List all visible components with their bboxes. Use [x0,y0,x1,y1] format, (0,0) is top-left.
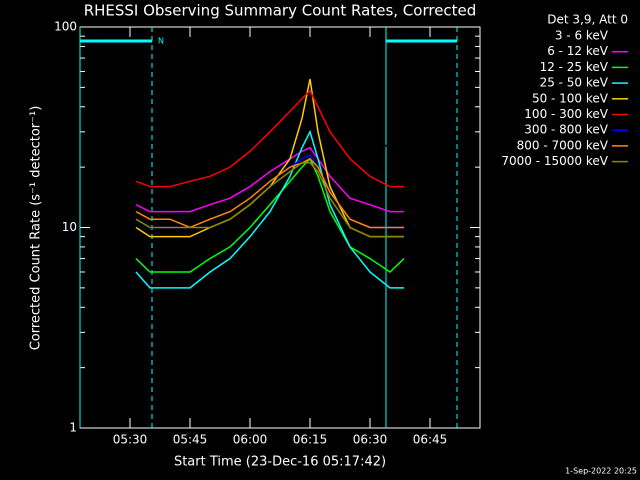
x-tick-label: 06:00 [233,433,268,447]
legend-label: 50 - 100 keV [532,91,609,105]
y-tick-label: 100 [54,20,77,34]
x-tick-label: 05:30 [113,433,148,447]
legend-label: 3 - 6 keV [555,29,609,43]
series-line [135,78,404,238]
legend-label: 800 - 7000 keV [517,138,609,152]
legend-label: 100 - 300 keV [524,107,608,121]
x-tick-label: 06:30 [353,433,388,447]
series-line [135,93,404,153]
chart-title: RHESSI Observing Summary Count Rates, Co… [84,2,477,20]
y-tick-label: 1 [69,421,77,435]
x-tick-label: 06:15 [293,433,328,447]
plot-frame [79,26,481,429]
legend-label: 6 - 12 keV [547,44,609,58]
y-axis-label: Corrected Count Rate (s⁻¹ detector⁻¹) [29,106,44,351]
legend-label: 25 - 50 keV [540,76,609,90]
series-line [135,154,404,229]
legend-label: 300 - 800 keV [524,123,608,137]
x-tick-label: 06:45 [413,433,448,447]
x-tick-label: 05:45 [173,433,208,447]
series-line [135,162,404,238]
legend-label: 7000 - 15000 keV [501,154,608,168]
y-tick-label: 10 [62,220,77,234]
legend-label: 12 - 25 keV [540,60,609,74]
series-line [135,89,404,188]
x-axis-label: Start Time (23-Dec-16 05:17:42) [174,455,386,470]
series-line [135,129,404,289]
timestamp: 1-Sep-2022 20:25 [565,467,637,476]
series-line [135,146,404,213]
interval-label: N [158,37,164,46]
series-line [135,157,404,229]
series-line [135,157,405,273]
legend-title: Det 3,9, Att 0 [547,13,628,27]
